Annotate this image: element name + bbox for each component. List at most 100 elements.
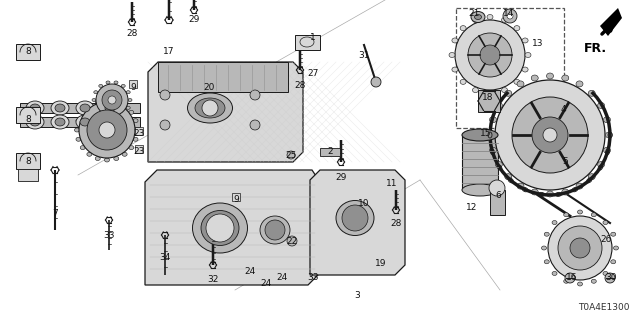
Circle shape xyxy=(371,77,381,87)
Bar xyxy=(295,35,320,50)
Polygon shape xyxy=(16,153,40,169)
Circle shape xyxy=(570,238,590,258)
Bar xyxy=(18,169,38,181)
Circle shape xyxy=(455,20,525,90)
Ellipse shape xyxy=(547,73,554,79)
Polygon shape xyxy=(148,62,303,162)
Ellipse shape xyxy=(336,201,374,236)
Circle shape xyxy=(605,273,615,283)
Text: 23: 23 xyxy=(133,130,145,139)
Ellipse shape xyxy=(201,211,239,245)
Ellipse shape xyxy=(495,162,502,167)
Ellipse shape xyxy=(502,17,508,22)
Ellipse shape xyxy=(591,279,596,283)
Circle shape xyxy=(532,117,568,153)
Text: 5: 5 xyxy=(562,157,568,166)
Ellipse shape xyxy=(195,98,225,118)
Circle shape xyxy=(548,216,612,280)
Ellipse shape xyxy=(76,115,94,129)
Ellipse shape xyxy=(101,115,119,129)
Ellipse shape xyxy=(55,118,65,126)
Text: 9: 9 xyxy=(130,83,136,92)
Bar xyxy=(129,80,137,88)
Ellipse shape xyxy=(517,183,524,189)
Ellipse shape xyxy=(87,104,92,108)
Text: T0A4E1300: T0A4E1300 xyxy=(579,303,630,312)
Circle shape xyxy=(558,226,602,270)
Text: 26: 26 xyxy=(600,236,612,244)
Ellipse shape xyxy=(603,271,608,276)
Ellipse shape xyxy=(94,106,98,109)
Text: 30: 30 xyxy=(605,274,617,283)
Ellipse shape xyxy=(562,189,569,195)
Ellipse shape xyxy=(55,104,65,112)
Ellipse shape xyxy=(525,52,531,58)
Ellipse shape xyxy=(449,52,455,58)
Circle shape xyxy=(503,9,517,23)
Ellipse shape xyxy=(462,184,498,196)
Bar xyxy=(320,148,340,156)
Ellipse shape xyxy=(577,210,582,214)
Ellipse shape xyxy=(564,213,569,217)
Ellipse shape xyxy=(531,75,538,81)
Text: 20: 20 xyxy=(204,83,214,92)
Ellipse shape xyxy=(471,12,485,22)
Ellipse shape xyxy=(541,246,547,250)
Bar xyxy=(20,103,140,113)
Ellipse shape xyxy=(495,102,502,108)
Ellipse shape xyxy=(564,279,569,283)
Ellipse shape xyxy=(614,246,618,250)
Ellipse shape xyxy=(193,203,248,253)
Ellipse shape xyxy=(121,84,125,87)
Circle shape xyxy=(202,100,218,116)
Text: 8: 8 xyxy=(25,115,31,124)
Ellipse shape xyxy=(522,38,528,43)
Ellipse shape xyxy=(487,14,493,20)
Ellipse shape xyxy=(101,101,119,115)
Ellipse shape xyxy=(603,220,608,225)
Ellipse shape xyxy=(462,129,498,141)
Ellipse shape xyxy=(133,119,138,123)
Ellipse shape xyxy=(517,81,524,87)
Ellipse shape xyxy=(26,101,44,115)
Ellipse shape xyxy=(129,146,134,150)
Text: 17: 17 xyxy=(163,47,175,57)
Circle shape xyxy=(565,273,575,283)
Circle shape xyxy=(87,110,127,150)
Ellipse shape xyxy=(80,118,90,126)
Ellipse shape xyxy=(488,132,495,138)
Circle shape xyxy=(342,205,368,231)
Text: 28: 28 xyxy=(294,82,306,91)
Text: 28: 28 xyxy=(126,28,138,37)
Text: 15: 15 xyxy=(480,129,492,138)
Bar xyxy=(158,62,288,92)
Ellipse shape xyxy=(114,100,119,103)
Circle shape xyxy=(250,90,260,100)
Text: 7: 7 xyxy=(52,209,58,218)
Ellipse shape xyxy=(126,106,130,109)
Text: 1: 1 xyxy=(310,34,316,43)
Ellipse shape xyxy=(598,102,605,108)
Text: 9: 9 xyxy=(233,196,239,204)
Ellipse shape xyxy=(502,88,508,92)
Ellipse shape xyxy=(577,282,582,286)
Ellipse shape xyxy=(74,128,79,132)
Ellipse shape xyxy=(588,174,595,180)
Text: FR.: FR. xyxy=(584,42,607,55)
Ellipse shape xyxy=(452,38,458,43)
Ellipse shape xyxy=(76,137,81,141)
Ellipse shape xyxy=(95,100,100,103)
Ellipse shape xyxy=(51,101,69,115)
Ellipse shape xyxy=(472,88,479,92)
Ellipse shape xyxy=(588,90,595,96)
Ellipse shape xyxy=(121,113,125,116)
Ellipse shape xyxy=(104,158,109,162)
Text: 24: 24 xyxy=(244,268,255,276)
Ellipse shape xyxy=(134,128,140,132)
Circle shape xyxy=(468,33,512,77)
Text: 8: 8 xyxy=(25,47,31,57)
Circle shape xyxy=(160,120,170,130)
Ellipse shape xyxy=(505,174,512,180)
Text: 13: 13 xyxy=(532,38,544,47)
Ellipse shape xyxy=(76,119,81,123)
